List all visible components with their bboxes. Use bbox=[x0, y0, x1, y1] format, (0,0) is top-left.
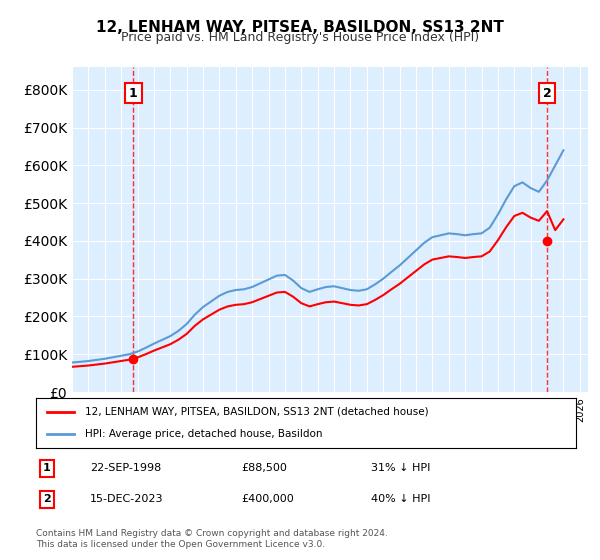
Text: 2: 2 bbox=[542, 87, 551, 100]
Text: 1: 1 bbox=[129, 87, 138, 100]
Text: 40% ↓ HPI: 40% ↓ HPI bbox=[371, 494, 430, 505]
Text: 15-DEC-2023: 15-DEC-2023 bbox=[90, 494, 163, 505]
Text: Contains HM Land Registry data © Crown copyright and database right 2024.
This d: Contains HM Land Registry data © Crown c… bbox=[36, 529, 388, 549]
Text: £400,000: £400,000 bbox=[241, 494, 294, 505]
Text: £88,500: £88,500 bbox=[241, 463, 287, 473]
Text: 2: 2 bbox=[43, 494, 50, 505]
Text: 12, LENHAM WAY, PITSEA, BASILDON, SS13 2NT (detached house): 12, LENHAM WAY, PITSEA, BASILDON, SS13 2… bbox=[85, 407, 428, 417]
Text: 1: 1 bbox=[43, 463, 50, 473]
Text: 12, LENHAM WAY, PITSEA, BASILDON, SS13 2NT: 12, LENHAM WAY, PITSEA, BASILDON, SS13 2… bbox=[96, 20, 504, 35]
Text: Price paid vs. HM Land Registry's House Price Index (HPI): Price paid vs. HM Land Registry's House … bbox=[121, 31, 479, 44]
Text: 22-SEP-1998: 22-SEP-1998 bbox=[90, 463, 161, 473]
Text: 31% ↓ HPI: 31% ↓ HPI bbox=[371, 463, 430, 473]
Text: HPI: Average price, detached house, Basildon: HPI: Average price, detached house, Basi… bbox=[85, 429, 322, 439]
